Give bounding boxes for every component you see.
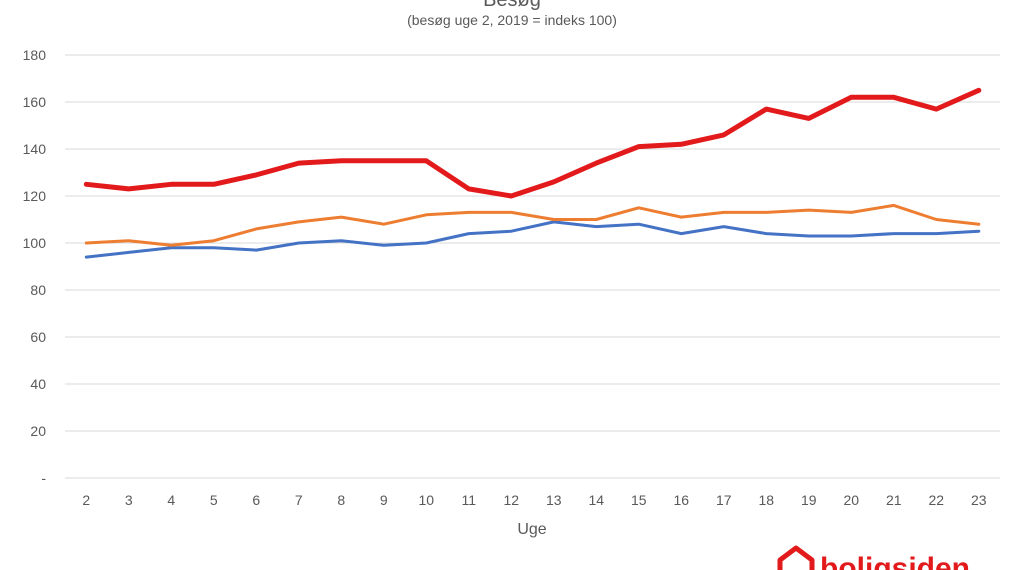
x-tick-label: 18 <box>758 492 774 508</box>
x-tick-label: 12 <box>503 492 519 508</box>
series-line-3 <box>84 220 981 259</box>
x-tick-label: 10 <box>418 492 434 508</box>
y-tick-label: 180 <box>23 47 47 63</box>
series-lines <box>83 87 982 259</box>
x-tick-label: 5 <box>210 492 218 508</box>
x-tick-label: 13 <box>546 492 562 508</box>
series-line-1 <box>83 87 982 199</box>
x-tick-label: 2 <box>82 492 90 508</box>
x-tick-label: 15 <box>631 492 647 508</box>
boligsiden-logo: boligsiden <box>777 545 970 570</box>
x-tick-label: 3 <box>125 492 133 508</box>
x-tick-label: 7 <box>295 492 303 508</box>
y-tick-label: 40 <box>30 376 46 392</box>
y-tick-label: 120 <box>23 188 47 204</box>
y-tick-label: - <box>41 470 46 486</box>
x-axis-title: Uge <box>517 521 546 538</box>
x-axis-ticks: 2 3 4 5 6 7 8 9 10 11 12 13 14 15 16 17 18 19 20 21 22 23 <box>82 492 986 508</box>
y-tick-label: 80 <box>30 282 46 298</box>
y-tick-label: 160 <box>23 94 47 110</box>
x-tick-label: 16 <box>673 492 689 508</box>
logo-text: boligsiden <box>820 552 970 570</box>
y-tick-label: 140 <box>23 141 47 157</box>
gridlines <box>65 54 1000 479</box>
chart-subtitle: (besøg uge 2, 2019 = indeks 100) <box>407 12 617 28</box>
x-tick-label: 14 <box>588 492 604 508</box>
x-tick-label: 8 <box>337 492 345 508</box>
x-tick-label: 6 <box>252 492 260 508</box>
x-tick-label: 21 <box>886 492 902 508</box>
series-line-2 <box>84 203 981 247</box>
y-tick-label: 100 <box>23 235 47 251</box>
y-tick-label: 60 <box>30 329 46 345</box>
x-tick-label: 23 <box>971 492 987 508</box>
chart-title: Besøg <box>483 0 541 11</box>
house-icon <box>777 545 815 570</box>
x-tick-label: 19 <box>801 492 817 508</box>
x-tick-label: 9 <box>380 492 388 508</box>
x-tick-label: 17 <box>716 492 732 508</box>
y-axis-ticks: - 20 40 60 80 100 120 140 160 180 <box>23 47 47 486</box>
x-tick-label: 20 <box>843 492 859 508</box>
x-tick-label: 22 <box>928 492 944 508</box>
x-tick-label: 11 <box>461 492 476 508</box>
x-tick-label: 4 <box>167 492 175 508</box>
y-tick-label: 20 <box>30 423 46 439</box>
